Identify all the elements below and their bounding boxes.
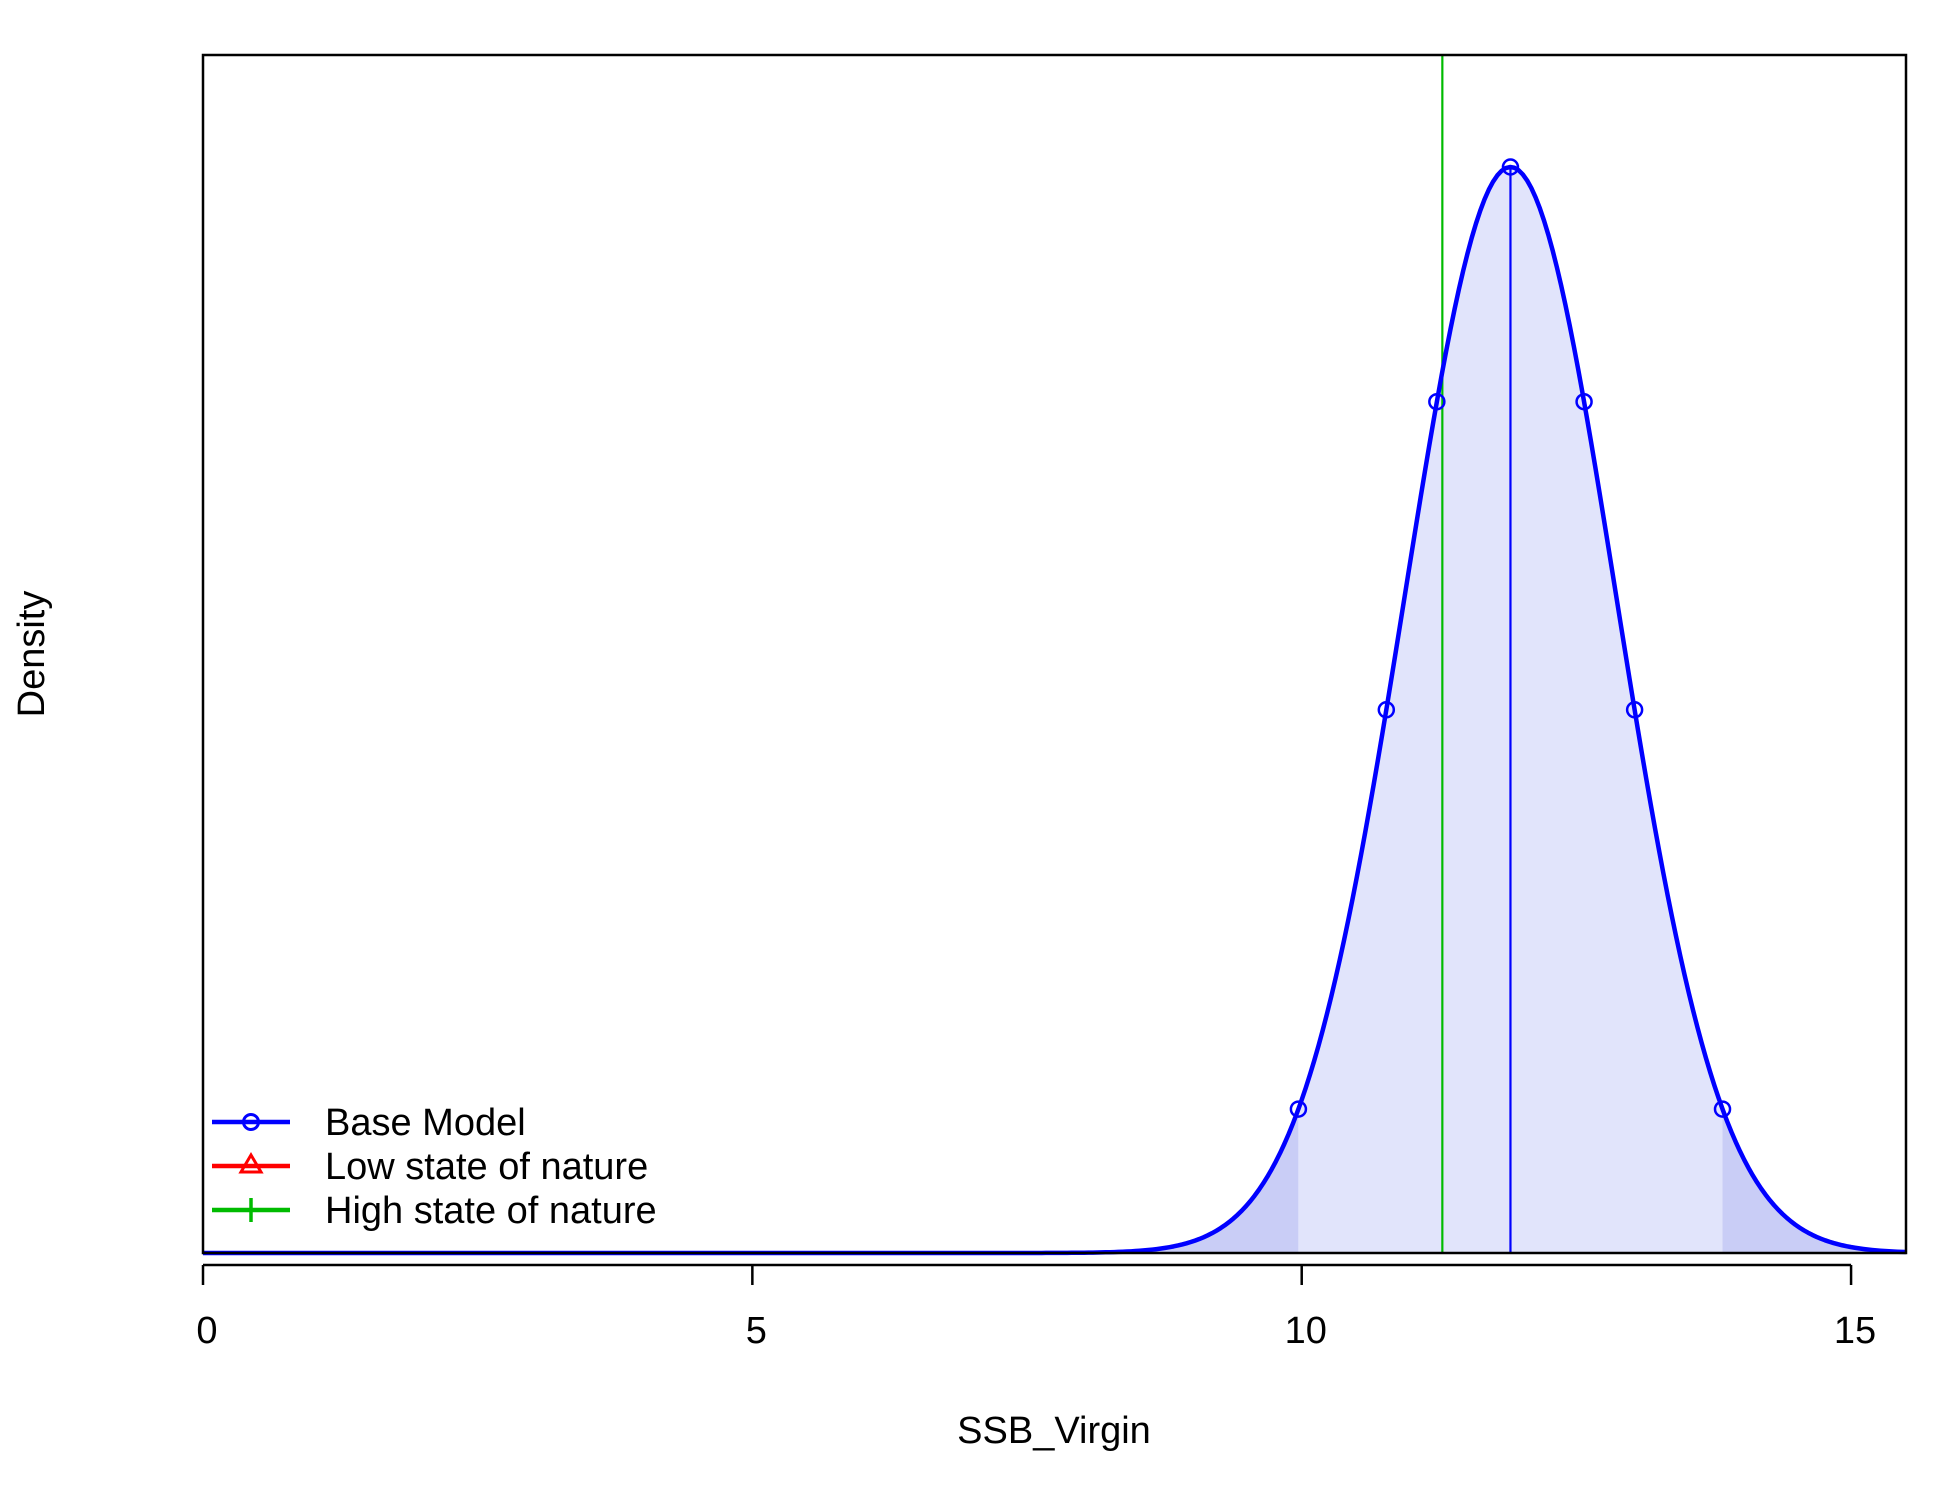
base-model-point — [1625, 701, 1644, 719]
x-tick-label: 15 — [1834, 1310, 1876, 1352]
legend-marker-low-state-of-nature — [238, 1152, 264, 1174]
legend-label-high-state-of-nature: High state of nature — [325, 1190, 657, 1232]
x-tick-label: 5 — [746, 1310, 767, 1352]
x-axis: 0 5 10 15 — [196, 1263, 1876, 1352]
legend-label-low-state-of-nature: Low state of nature — [325, 1146, 648, 1188]
x-tick-label: 0 — [196, 1310, 217, 1352]
y-axis-label: Density — [11, 591, 53, 718]
legend-label-base-model: Base Model — [325, 1102, 526, 1144]
upper-tail-fill — [1722, 1109, 1906, 1253]
base-model-point — [1289, 1100, 1308, 1118]
density-markers — [1289, 158, 1732, 1118]
legend-marker-base-model — [242, 1113, 260, 1131]
x-axis-label: SSB_Virgin — [957, 1410, 1151, 1452]
base-model-point — [1377, 701, 1396, 719]
base-model-point — [1713, 1100, 1732, 1118]
plot-frame — [201, 53, 1908, 1255]
base-model-point — [1501, 158, 1520, 176]
base-model-point — [1575, 392, 1593, 411]
x-tick-label: 10 — [1285, 1310, 1327, 1352]
reference-lines — [1441, 55, 1512, 1253]
base-model-point — [1428, 392, 1446, 411]
